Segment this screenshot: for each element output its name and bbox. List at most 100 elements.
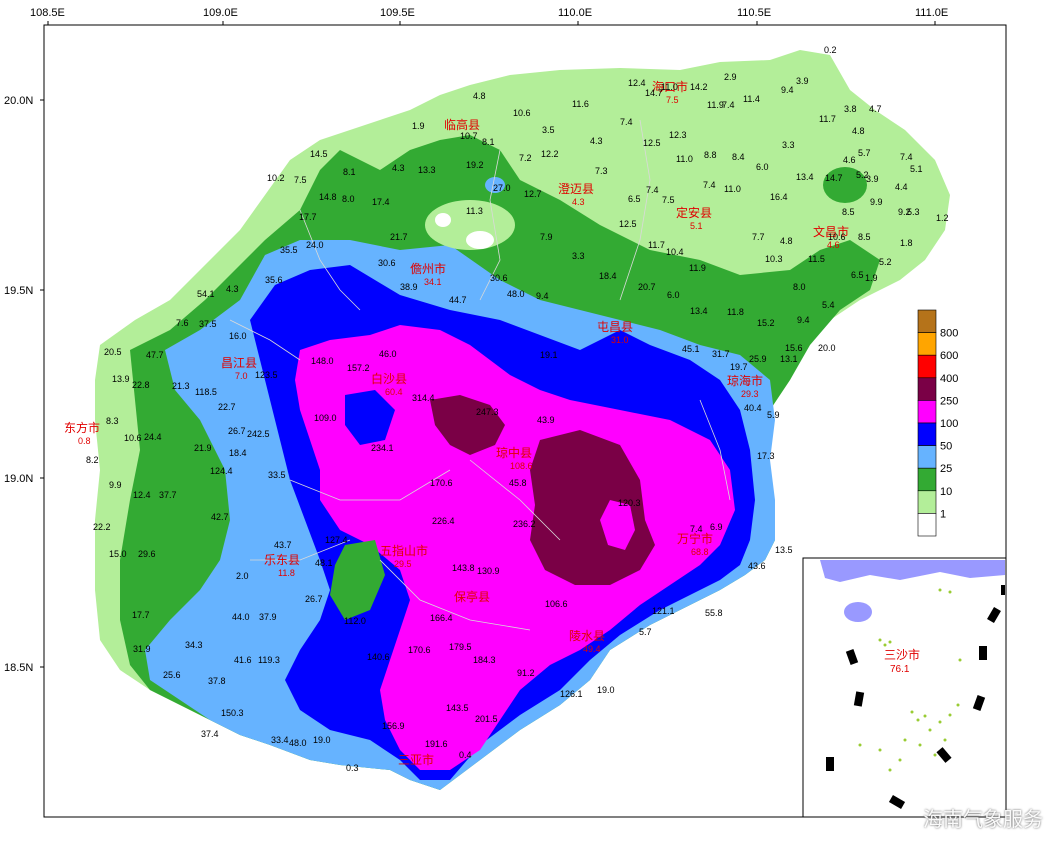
station-value: 13.5 (775, 545, 793, 555)
band-0-patch (435, 213, 451, 227)
station-value: 9.2 (898, 207, 911, 217)
station-value: 7.4 (703, 180, 716, 190)
station-value: 19.7 (730, 362, 748, 372)
station-value: 8.5 (858, 232, 871, 242)
station-value: 150.3 (221, 708, 244, 718)
lon-tick-label: 110.5E (737, 7, 771, 19)
station-value: 14.7 (825, 173, 843, 183)
station-value: 10.2 (267, 173, 285, 183)
station-value: 8.0 (342, 194, 355, 204)
station-value: 234.1 (371, 443, 394, 453)
station-value: 48.0 (507, 289, 525, 299)
station-value: 119.3 (258, 655, 280, 665)
station-value: 19.1 (540, 350, 558, 360)
station-value: 7.4 (900, 152, 913, 162)
city-name: 三亚市 (398, 752, 434, 767)
station-value: 12.7 (524, 189, 542, 199)
station-value: 14.5 (310, 149, 328, 159)
station-value: 314.4 (412, 393, 435, 403)
station-value: 10.6 (124, 433, 142, 443)
legend-swatch (917, 422, 937, 446)
station-value: 10.6 (828, 232, 846, 242)
station-value: 24.4 (144, 432, 162, 442)
station-value: 8.1 (343, 167, 356, 177)
station-value: 170.6 (408, 645, 431, 655)
station-value: 15.0 (109, 549, 127, 559)
band-0-patch (466, 231, 494, 249)
station-value: 5.7 (639, 627, 652, 637)
lat-tick-label: 19.0N (4, 473, 33, 485)
station-value: 21.9 (194, 443, 212, 453)
station-value: 7.3 (595, 166, 608, 176)
station-value: 30.6 (490, 273, 508, 283)
station-value: 8.5 (842, 207, 855, 217)
station-value: 1.2 (936, 213, 949, 223)
legend-swatch (917, 332, 937, 356)
station-value: 10.3 (765, 254, 783, 264)
lon-tick-label: 109.0E (203, 7, 238, 19)
station-value: 124.4 (210, 466, 233, 476)
station-value: 126.1 (560, 689, 583, 699)
station-value: 31.7 (712, 349, 730, 359)
station-value: 13.4 (796, 172, 814, 182)
station-value: 9.4 (797, 315, 810, 325)
station-value: 3.3 (572, 251, 585, 261)
lon-tick-label: 108.5E (30, 7, 65, 19)
city-rainfall-value: 29.5 (394, 559, 412, 569)
station-value: 30.6 (378, 258, 396, 268)
legend: 800 600 400 250 100 50 25 10 1 (917, 309, 958, 537)
station-value: 37.7 (159, 490, 177, 500)
station-value: 121.1 (652, 606, 675, 616)
station-value: 8.8 (704, 150, 717, 160)
watermark: 海南气象服务 (923, 807, 1043, 831)
station-value: 10.6 (513, 108, 531, 118)
station-value: 21.7 (390, 232, 408, 242)
station-value: 140.6 (367, 652, 390, 662)
station-value: 12.2 (541, 149, 559, 159)
lon-tick-label: 111.0E (915, 7, 948, 19)
station-value: 9.9 (870, 197, 883, 207)
station-value: 37.5 (199, 319, 217, 329)
station-value: 148.0 (311, 356, 334, 366)
station-value: 11.4 (743, 94, 760, 104)
city-rainfall-value: 68.8 (691, 547, 709, 557)
station-value: 130.9 (477, 566, 500, 576)
station-value: 191.6 (425, 739, 448, 749)
station-value: 14.8 (319, 192, 337, 202)
lat-tick-label: 18.5N (4, 662, 33, 674)
legend-swatch (917, 354, 937, 379)
station-values: 0.22.9 3.914.212.414.711.011.97.411.49.44… (86, 45, 949, 773)
station-value: 8.4 (732, 152, 745, 162)
station-value: 166.4 (430, 613, 453, 623)
legend-swatch (917, 309, 937, 333)
station-value: 106.6 (545, 599, 568, 609)
city-name: 五指山市 (380, 543, 428, 558)
city-name: 定安县 (676, 205, 712, 220)
legend-label: 50 (940, 441, 952, 453)
station-value: 11.7 (648, 240, 665, 250)
station-value: 6.0 (756, 162, 769, 172)
inset-boundary-dashes (826, 585, 1005, 809)
station-value: 29.6 (138, 549, 156, 559)
county-borders (229, 119, 731, 631)
rainfall-bands (95, 50, 950, 790)
station-value: 12.4 (628, 78, 646, 88)
inset-islands (858, 588, 962, 772)
station-value: 11.3 (466, 206, 483, 216)
station-value: 4.8 (852, 126, 865, 136)
station-value: 11.5 (808, 254, 825, 264)
station-value: 2.0 (236, 571, 249, 581)
station-value: 9.9 (109, 480, 122, 490)
station-value: 157.2 (347, 363, 370, 373)
station-value: 1.8 (900, 238, 913, 248)
station-value: 20.5 (104, 347, 122, 357)
city-name: 昌江县 (221, 356, 257, 370)
station-value: 27.0 (493, 183, 511, 193)
station-value: 242.5 (247, 429, 270, 439)
city-rainfall-value: 5.1 (690, 221, 703, 231)
city-name: 保亭县 (454, 589, 490, 604)
lon-tick-label: 109.5E (380, 7, 415, 19)
band-100-250-hole (600, 500, 635, 550)
station-value: 13.9 (112, 374, 130, 384)
